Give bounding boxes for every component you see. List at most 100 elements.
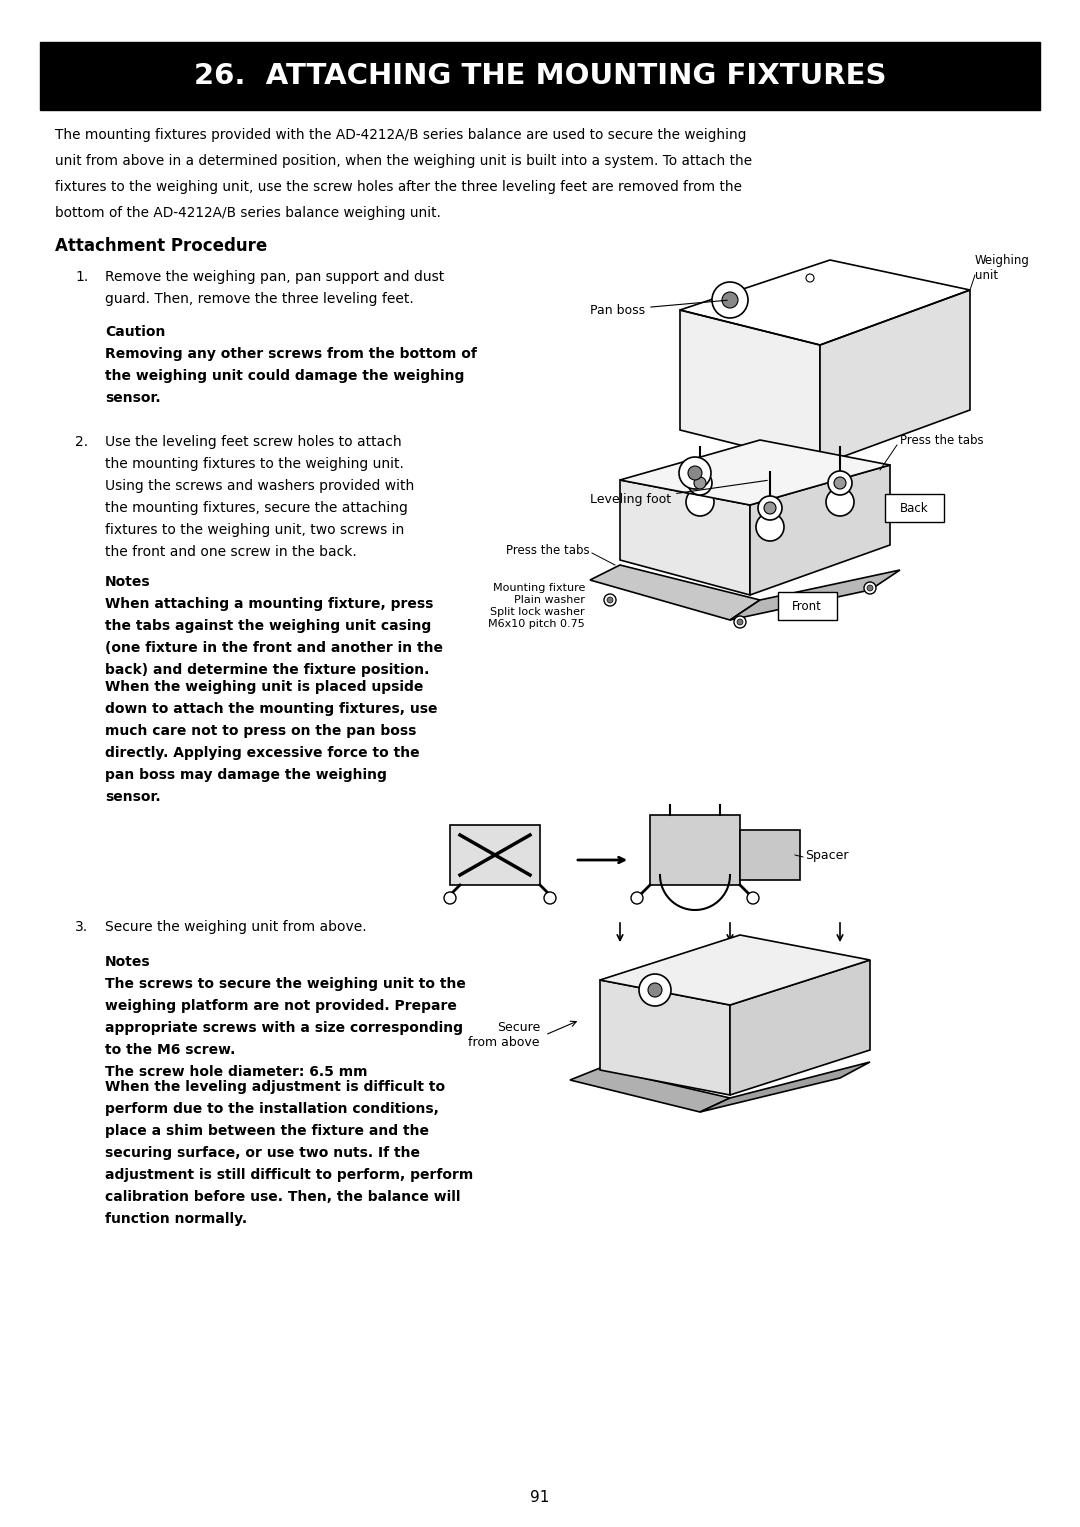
Polygon shape [740,831,800,880]
Text: calibration before use. Then, the balance will: calibration before use. Then, the balanc… [105,1190,460,1203]
Text: Secure
from above: Secure from above [469,1022,540,1049]
Polygon shape [620,440,890,505]
Circle shape [747,892,759,904]
Text: Notes: Notes [105,576,150,589]
Polygon shape [730,570,900,620]
Text: The screw hole diameter: 6.5 mm: The screw hole diameter: 6.5 mm [105,1064,367,1080]
Text: Press the tabs: Press the tabs [507,544,590,556]
Text: (one fixture in the front and another in the: (one fixture in the front and another in… [105,641,443,655]
Text: Using the screws and washers provided with: Using the screws and washers provided wi… [105,479,415,493]
Text: When the weighing unit is placed upside: When the weighing unit is placed upside [105,680,423,693]
Text: Notes: Notes [105,954,150,970]
Text: When the leveling adjustment is difficult to: When the leveling adjustment is difficul… [105,1080,445,1093]
Text: When attaching a mounting fixture, press: When attaching a mounting fixture, press [105,597,433,611]
Text: sensor.: sensor. [105,789,161,805]
Polygon shape [590,565,760,620]
Circle shape [679,457,711,489]
Text: the tabs against the weighing unit casing: the tabs against the weighing unit casin… [105,618,431,634]
Text: guard. Then, remove the three leveling feet.: guard. Then, remove the three leveling f… [105,292,414,305]
Text: Remove the weighing pan, pan support and dust: Remove the weighing pan, pan support and… [105,270,444,284]
Polygon shape [680,310,820,466]
Text: bottom of the AD-4212A/B series balance weighing unit.: bottom of the AD-4212A/B series balance … [55,206,441,220]
Text: Plain washer: Plain washer [514,596,585,605]
Circle shape [688,470,712,495]
Circle shape [864,582,876,594]
Text: 91: 91 [530,1489,550,1504]
Text: place a shim between the fixture and the: place a shim between the fixture and the [105,1124,429,1138]
Text: the front and one screw in the back.: the front and one screw in the back. [105,545,356,559]
Text: 1.: 1. [75,270,89,284]
Text: pan boss may damage the weighing: pan boss may damage the weighing [105,768,387,782]
Circle shape [756,513,784,541]
Text: directly. Applying excessive force to the: directly. Applying excessive force to th… [105,747,420,760]
Text: function normally.: function normally. [105,1212,247,1226]
Text: 3.: 3. [75,919,89,935]
Circle shape [444,892,456,904]
Text: Front: Front [792,600,822,612]
Circle shape [688,466,702,479]
Text: Press the tabs: Press the tabs [900,434,984,446]
Text: Removing any other screws from the bottom of: Removing any other screws from the botto… [105,347,477,360]
Text: the mounting fixtures, secure the attaching: the mounting fixtures, secure the attach… [105,501,408,515]
Text: weighing platform are not provided. Prepare: weighing platform are not provided. Prep… [105,999,457,1012]
Polygon shape [700,1061,870,1112]
Polygon shape [450,825,540,886]
Text: the mounting fixtures to the weighing unit.: the mounting fixtures to the weighing un… [105,457,404,470]
Polygon shape [600,935,870,1005]
Text: Split lock washer: Split lock washer [490,608,585,617]
Text: to the M6 screw.: to the M6 screw. [105,1043,235,1057]
Text: Secure the weighing unit from above.: Secure the weighing unit from above. [105,919,366,935]
Text: perform due to the installation conditions,: perform due to the installation conditio… [105,1102,438,1116]
Polygon shape [820,290,970,466]
Circle shape [764,502,777,515]
Bar [40,43,1040,110]
Polygon shape [730,960,870,1095]
Text: The screws to secure the weighing unit to the: The screws to secure the weighing unit t… [105,977,465,991]
Polygon shape [620,479,750,596]
Text: down to attach the mounting fixtures, use: down to attach the mounting fixtures, us… [105,702,437,716]
Text: Mounting fixture: Mounting fixture [492,583,585,592]
Text: Caution: Caution [105,325,165,339]
Circle shape [604,594,616,606]
Text: adjustment is still difficult to perform, perform: adjustment is still difficult to perform… [105,1168,473,1182]
Circle shape [694,476,706,489]
Circle shape [639,974,671,1006]
Text: M6x10 pitch 0.75: M6x10 pitch 0.75 [488,618,585,629]
Text: The mounting fixtures provided with the AD-4212A/B series balance are used to se: The mounting fixtures provided with the … [55,128,746,142]
Text: Attachment Procedure: Attachment Procedure [55,237,267,255]
Text: Spacer: Spacer [805,849,849,861]
Polygon shape [600,980,730,1095]
Polygon shape [570,1067,730,1112]
Circle shape [712,282,748,318]
Text: securing surface, or use two nuts. If the: securing surface, or use two nuts. If th… [105,1145,420,1161]
Text: sensor.: sensor. [105,391,161,405]
Circle shape [867,585,873,591]
Circle shape [544,892,556,904]
Circle shape [828,470,852,495]
Text: appropriate screws with a size corresponding: appropriate screws with a size correspon… [105,1022,463,1035]
Text: fixtures to the weighing unit, two screws in: fixtures to the weighing unit, two screw… [105,524,404,538]
Circle shape [737,618,743,625]
Text: Pan boss: Pan boss [590,301,727,316]
Polygon shape [650,815,740,886]
Text: the weighing unit could damage the weighing: the weighing unit could damage the weigh… [105,370,464,383]
Circle shape [734,615,746,628]
Text: Back: Back [900,501,929,515]
Text: Use the leveling feet screw holes to attach: Use the leveling feet screw holes to att… [105,435,402,449]
Circle shape [686,489,714,516]
Text: back) and determine the fixture position.: back) and determine the fixture position… [105,663,430,676]
Circle shape [758,496,782,521]
Circle shape [723,292,738,308]
Polygon shape [750,466,890,596]
FancyBboxPatch shape [885,495,944,522]
Circle shape [631,892,643,904]
Text: 26.  ATTACHING THE MOUNTING FIXTURES: 26. ATTACHING THE MOUNTING FIXTURES [193,63,887,90]
Circle shape [607,597,613,603]
FancyBboxPatch shape [778,592,837,620]
Text: Weighing
unit: Weighing unit [975,253,1030,282]
Text: unit from above in a determined position, when the weighing unit is built into a: unit from above in a determined position… [55,154,752,168]
Text: fixtures to the weighing unit, use the screw holes after the three leveling feet: fixtures to the weighing unit, use the s… [55,180,742,194]
Text: much care not to press on the pan boss: much care not to press on the pan boss [105,724,417,738]
Text: 2.: 2. [75,435,89,449]
Circle shape [648,983,662,997]
